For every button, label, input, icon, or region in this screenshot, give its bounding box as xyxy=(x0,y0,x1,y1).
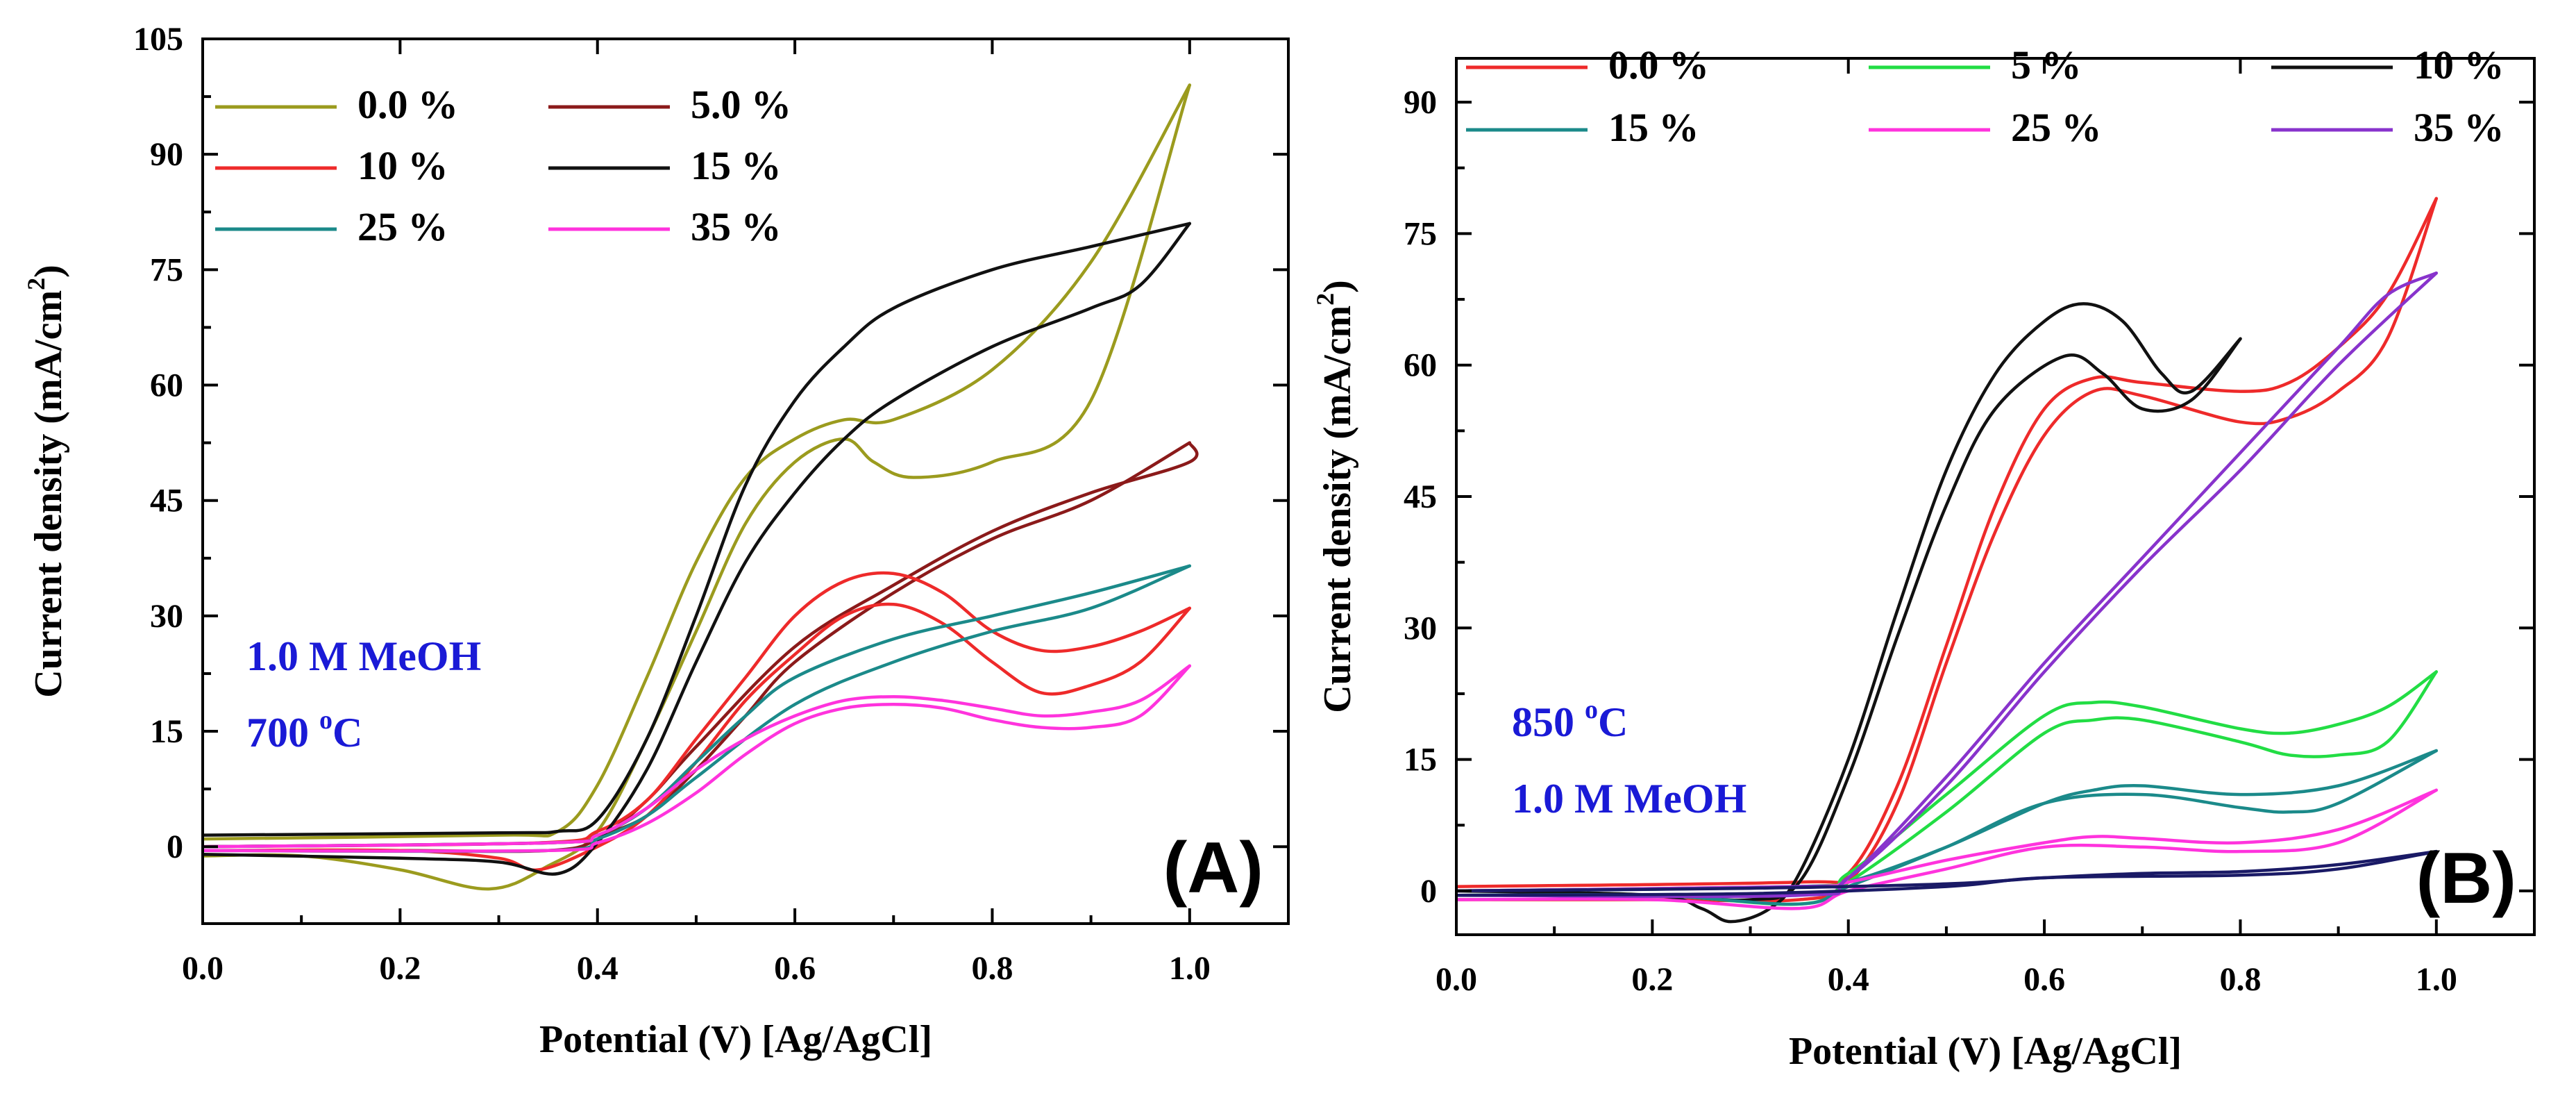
panel-a-x-axis: 0.0 0.2 0.4 0.6 0.8 1.0 xyxy=(182,39,1211,987)
panel-b-y-tick-label: 45 xyxy=(1404,478,1437,515)
panel-a-series-0-0-reverse-line xyxy=(203,83,1192,891)
panel-b-y-tick-label: 75 xyxy=(1404,215,1437,252)
panel-a-series-35-reverse-line xyxy=(203,664,1192,853)
panel-a-legend-label-25: 25 % xyxy=(357,204,448,249)
panel-a-y-tick-label: 45 xyxy=(150,483,183,519)
panel-a-x-tick-label: 0.4 xyxy=(577,950,618,987)
panel-a-legend-label-35: 35 % xyxy=(691,204,782,249)
panel-b-annotation-1: 850 oC xyxy=(1512,695,1628,745)
panel-a-y-tick-label: 0 xyxy=(167,828,183,865)
panel-a-y-tick-label: 90 xyxy=(150,136,183,173)
panel-b-x-tick-label: 0.0 xyxy=(1436,961,1477,998)
panel-b-y-tick-label: 90 xyxy=(1404,84,1437,121)
panel-a-legend-label-10: 10 % xyxy=(357,143,448,188)
panel-a-series-15-reverse-line xyxy=(203,222,1192,876)
panel-b-series-baseline-reverse-line xyxy=(1456,849,2439,897)
panel-a-series-10-forward-line xyxy=(203,571,1192,849)
panel-a-legend: 0.0 % 5.0 % 10 % 15 % 25 % 35 % xyxy=(215,82,791,249)
panel-a-annotation-2: 700 oC xyxy=(246,706,362,756)
panel-a-legend-label-0-0: 0.0 % xyxy=(357,82,458,127)
panel-b-x-tick-label: 0.4 xyxy=(1828,961,1869,998)
panel-b-y-axis-title: Current density (mA/cm2) xyxy=(1311,280,1359,713)
panel-b-annotation-2: 1.0 M MeOH xyxy=(1512,776,1746,822)
panel-b-legend-label-5: 5 % xyxy=(2011,42,2082,88)
panel-a-y-tick-label: 75 xyxy=(150,251,183,288)
panel-b-legend-label-10: 10 % xyxy=(2414,42,2505,88)
panel-a-x-tick-label: 0.2 xyxy=(379,950,421,987)
panel-b-legend-label-15: 15 % xyxy=(1608,105,1699,150)
panel-b-x-tick-label: 0.6 xyxy=(2023,961,2065,998)
panel-b-chart: 0.0 0.2 0.4 0.6 0.8 1.0 0 15 30 45 60 75 90 Potential… xyxy=(1311,42,2536,1073)
panel-a-y-tick-label: 15 xyxy=(150,713,183,750)
panel-a-y-tick-label: 60 xyxy=(150,367,183,404)
panel-a-series-35-forward-line xyxy=(203,664,1192,849)
panel-a-panel-label: (A) xyxy=(1163,828,1263,908)
panel-b-series-15-reverse-line xyxy=(1456,749,2439,906)
panel-a-x-tick-label: 0.6 xyxy=(774,950,816,987)
panel-a-chart: 0.0 0.2 0.4 0.6 0.8 1.0 0 15 30 45 60 75 90 105 Potent… xyxy=(22,21,1290,1061)
panel-a-legend-label-15: 15 % xyxy=(691,143,782,188)
panel-b-x-tick-label: 0.8 xyxy=(2219,961,2261,998)
panel-a-y-axis: 0 15 30 45 60 75 90 105 xyxy=(133,21,1288,865)
panel-a-series-25-forward-line xyxy=(203,564,1192,849)
panel-a-series-0-0-forward-line xyxy=(203,83,1192,841)
panel-a-plot-frame xyxy=(201,38,1290,925)
panel-a-series-10-reverse-line xyxy=(203,602,1192,872)
panel-b-x-tick-label: 1.0 xyxy=(2416,961,2457,998)
panel-a-legend-label-5-0: 5.0 % xyxy=(691,82,791,127)
panel-b-legend-label-0-0: 0.0 % xyxy=(1608,42,1709,88)
panel-b-series-25-reverse-line xyxy=(1456,788,2439,910)
panel-b-legend: 0.0 % 5 % 10 % 15 % 25 % 35 % xyxy=(1466,42,2505,150)
panel-a-y-tick-label: 105 xyxy=(133,21,183,58)
panel-a-x-axis-title: Potential (V) [Ag/AgCl] xyxy=(539,1018,932,1061)
panel-b-x-axis-title: Potential (V) [Ag/AgCl] xyxy=(1789,1030,2182,1073)
panel-b-x-tick-label: 0.2 xyxy=(1631,961,1673,998)
panel-a-curves xyxy=(203,83,1199,891)
panel-b-x-axis: 0.0 0.2 0.4 0.6 0.8 1.0 xyxy=(1436,58,2457,998)
panel-b-y-axis: 0 15 30 45 60 75 90 xyxy=(1404,84,2534,910)
panel-b-series-35-reverse-line xyxy=(1456,271,2439,899)
panel-a-x-tick-label: 0.0 xyxy=(182,950,224,987)
panel-a-y-axis-title: Current density (mA/cm2) xyxy=(22,265,70,698)
panel-b-curves xyxy=(1456,197,2439,924)
panel-a-x-tick-label: 1.0 xyxy=(1169,950,1211,987)
panel-b-y-tick-label: 60 xyxy=(1404,347,1437,384)
panel-a-series-25-reverse-line xyxy=(203,564,1192,853)
panel-b-legend-label-25: 25 % xyxy=(2011,105,2102,150)
panel-b-legend-label-35: 35 % xyxy=(2414,105,2505,150)
panel-a-series-15-forward-line xyxy=(203,222,1192,837)
panel-a-y-tick-label: 30 xyxy=(150,598,183,635)
panel-b-y-tick-label: 15 xyxy=(1404,742,1437,778)
panel-b-y-tick-label: 30 xyxy=(1404,610,1437,647)
panel-b-panel-label: (B) xyxy=(2416,838,2516,919)
panel-b-series-10-forward-line xyxy=(1456,302,2242,924)
panel-b-series-0-0-reverse-line xyxy=(1456,197,2439,903)
panel-a-annotation-1: 1.0 M MeOH xyxy=(246,633,481,679)
panel-a-x-tick-label: 0.8 xyxy=(971,950,1013,987)
panel-b-y-tick-label: 0 xyxy=(1420,873,1437,910)
